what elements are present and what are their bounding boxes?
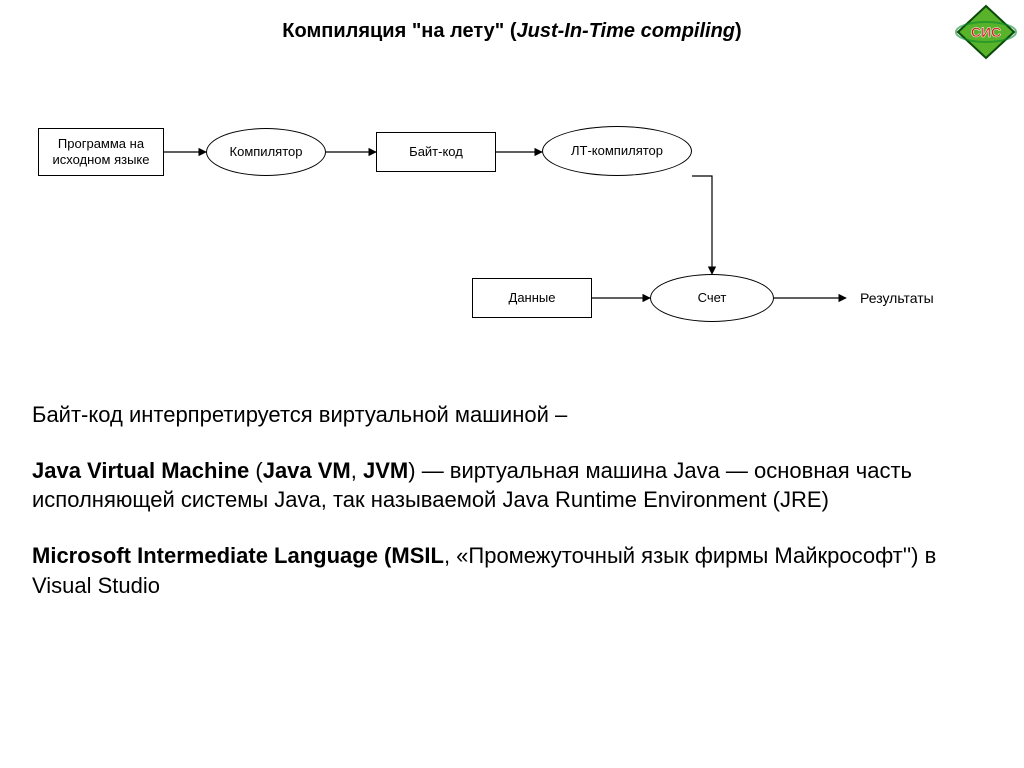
- node-label: Счет: [698, 290, 727, 306]
- flowchart-arrows: [0, 0, 1024, 380]
- node-compiler: Компилятор: [206, 128, 326, 176]
- node-bytecode: Байт-код: [376, 132, 496, 172]
- node-source-program: Программа на исходном языке: [38, 128, 164, 176]
- para-bytecode: Байт-код интерпретируется виртуальной ма…: [32, 400, 992, 430]
- node-data: Данные: [472, 278, 592, 318]
- jit-flowchart: Программа на исходном языке Компилятор Б…: [0, 0, 1024, 380]
- msil-bold: Microsoft Intermediate Language (MSIL: [32, 543, 444, 568]
- output-results-label: Результаты: [860, 290, 934, 306]
- jvm-bold1: Java Virtual Machine: [32, 458, 249, 483]
- t: ,: [351, 458, 363, 483]
- body-text: Байт-код интерпретируется виртуальной ма…: [32, 400, 992, 626]
- node-label: Данные: [509, 290, 556, 306]
- node-label: Компилятор: [230, 144, 303, 160]
- jvm-bold2: Java VM: [263, 458, 351, 483]
- node-label: ЛТ-компилятор: [571, 143, 663, 159]
- t: (: [249, 458, 262, 483]
- para-msil: Microsoft Intermediate Language (MSIL, «…: [32, 541, 992, 600]
- para-jvm: Java Virtual Machine (Java VM, JVM) — ви…: [32, 456, 992, 515]
- node-compute: Счет: [650, 274, 774, 322]
- node-jit-compiler: ЛТ-компилятор: [542, 126, 692, 176]
- node-label: Байт-код: [409, 144, 463, 160]
- node-label: Программа на исходном языке: [39, 136, 163, 169]
- jvm-bold3: JVM: [363, 458, 408, 483]
